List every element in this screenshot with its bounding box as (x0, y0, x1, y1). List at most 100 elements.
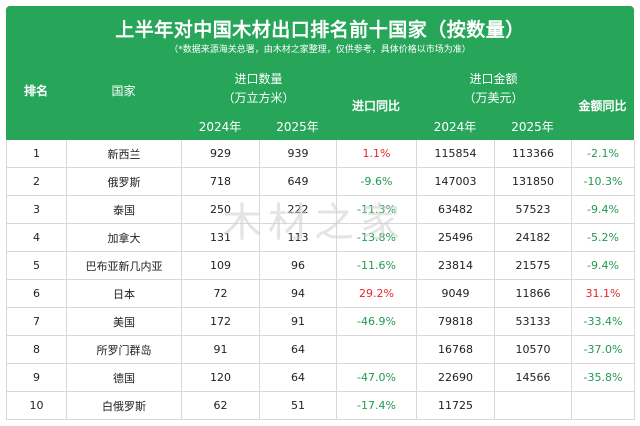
volume-2025-cell: 649 (259, 167, 337, 196)
volume-yoy-cell: -46.9% (336, 307, 417, 336)
export-ranking-table: 1 新西兰 929 939 1.1% 115854 113366 -2.1% 2 俄罗斯 718 64… (6, 140, 635, 420)
amount-yoy-cell: -33.4% (571, 307, 635, 336)
table-row: 3 泰国 250 222 -11.3% 63482 57523 -9.4% (6, 195, 635, 224)
amount-yoy-cell: -9.4% (571, 251, 635, 280)
volume-2025-cell: 51 (259, 391, 337, 420)
volume-yoy-cell: -11.3% (336, 195, 417, 224)
country-cell: 所罗门群岛 (66, 335, 182, 364)
volume-2025-cell: 113 (259, 223, 337, 252)
volume-2024-header: 2024年 (198, 120, 242, 134)
volume-2025-header: 2025年 (276, 120, 319, 134)
volume-2025-cell: 64 (259, 363, 337, 392)
amount-2025-cell: 21575 (494, 251, 572, 280)
rank-cell: 7 (6, 307, 67, 336)
rank-cell: 1 (6, 140, 67, 168)
amount-2024-cell: 147003 (416, 167, 495, 196)
volume-2025-cell: 91 (259, 307, 337, 336)
volume-2025-cell: 94 (259, 279, 337, 308)
volume-yoy-cell (336, 335, 417, 364)
amount-2024-header: 2024年 (433, 120, 477, 134)
amount-2024-cell: 22690 (416, 363, 495, 392)
country-cell: 巴布亚新几内亚 (66, 251, 182, 280)
amount-2024-cell: 23814 (416, 251, 495, 280)
table-row: 10 白俄罗斯 62 51 -17.4% 11725 (6, 391, 635, 420)
amount-yoy-cell: -2.1% (571, 140, 635, 168)
volume-header: 进口数量 (234, 72, 283, 86)
volume-2025-cell: 939 (259, 140, 337, 168)
volume-yoy-cell: -9.6% (336, 167, 417, 196)
country-cell: 美国 (66, 307, 182, 336)
country-cell: 白俄罗斯 (66, 391, 182, 420)
amount-yoy-header: 金额同比 (578, 99, 627, 113)
amount-2024-cell: 25496 (416, 223, 495, 252)
volume-2024-cell: 109 (181, 251, 260, 280)
amount-2025-cell: 24182 (494, 223, 572, 252)
amount-2025-cell: 14566 (494, 363, 572, 392)
rank-cell: 3 (6, 195, 67, 224)
table-row: 7 美国 172 91 -46.9% 79818 53133 -33.4% (6, 307, 635, 336)
country-header: 国家 (111, 84, 136, 98)
amount-yoy-cell: -10.3% (571, 167, 635, 196)
volume-2024-cell: 250 (181, 195, 260, 224)
country-cell: 俄罗斯 (66, 167, 182, 196)
volume-2024-cell: 72 (181, 279, 260, 308)
country-cell: 日本 (66, 279, 182, 308)
data-source-note: （*数据来源海关总署，由木材之家整理，仅供参考，具体价格以市场为准） (169, 45, 471, 55)
amount-yoy-cell: -5.2% (571, 223, 635, 252)
volume-2024-cell: 120 (181, 363, 260, 392)
amount-yoy-cell: -37.0% (571, 335, 635, 364)
rank-cell: 9 (6, 363, 67, 392)
amount-2024-cell: 11725 (416, 391, 495, 420)
rank-cell: 2 (6, 167, 67, 196)
volume-2024-cell: 172 (181, 307, 260, 336)
volume-2024-cell: 91 (181, 335, 260, 364)
country-cell: 德国 (66, 363, 182, 392)
volume-yoy-cell: -13.8% (336, 223, 417, 252)
amount-2024-cell: 79818 (416, 307, 495, 336)
amount-2025-cell: 11866 (494, 279, 572, 308)
amount-yoy-cell: -9.4% (571, 195, 635, 224)
amount-2025-cell: 53133 (494, 307, 572, 336)
volume-2024-cell: 718 (181, 167, 260, 196)
table-row: 9 德国 120 64 -47.0% 22690 14566 -35.8% (6, 363, 635, 392)
rank-cell: 5 (6, 251, 67, 280)
table-header-band: 上半年对中国木材出口排名前十国家（按数量） （*数据来源海关总署，由木材之家整理… (6, 6, 634, 140)
amount-yoy-cell: 31.1% (571, 279, 635, 308)
amount-yoy-cell: -35.8% (571, 363, 635, 392)
table-row: 4 加拿大 131 113 -13.8% 25496 24182 -5.2% (6, 223, 635, 252)
volume-2025-cell: 222 (259, 195, 337, 224)
amount-2025-cell: 10570 (494, 335, 572, 364)
amount-unit-header: （万美元） (463, 91, 524, 105)
rank-cell: 6 (6, 279, 67, 308)
country-cell: 加拿大 (66, 223, 182, 252)
amount-header: 进口金额 (469, 72, 518, 86)
country-cell: 新西兰 (66, 140, 182, 168)
amount-2025-header: 2025年 (511, 120, 554, 134)
page-title: 上半年对中国木材出口排名前十国家（按数量） (115, 19, 525, 41)
volume-2024-cell: 131 (181, 223, 260, 252)
rank-cell: 4 (6, 223, 67, 252)
volume-yoy-header: 进口同比 (351, 99, 400, 113)
rank-cell: 10 (6, 391, 67, 420)
volume-yoy-cell: -47.0% (336, 363, 417, 392)
volume-2024-cell: 62 (181, 391, 260, 420)
volume-yoy-cell: -17.4% (336, 391, 417, 420)
rank-cell: 8 (6, 335, 67, 364)
amount-2025-cell (494, 391, 572, 420)
volume-2025-cell: 64 (259, 335, 337, 364)
amount-2024-cell: 115854 (416, 140, 495, 168)
amount-2024-cell: 9049 (416, 279, 495, 308)
volume-unit-header: （万立方米） (222, 91, 295, 105)
amount-2025-cell: 57523 (494, 195, 572, 224)
rank-header: 排名 (23, 84, 48, 98)
amount-2024-cell: 63482 (416, 195, 495, 224)
table-row: 2 俄罗斯 718 649 -9.6% 147003 131850 -10.3% (6, 167, 635, 196)
amount-yoy-cell (571, 391, 635, 420)
table-row: 8 所罗门群岛 91 64 16768 10570 -37.0% (6, 335, 635, 364)
table-row: 5 巴布亚新几内亚 109 96 -11.6% 23814 21575 -9.4% (6, 251, 635, 280)
table-row: 1 新西兰 929 939 1.1% 115854 113366 -2.1% (6, 140, 635, 168)
amount-2025-cell: 131850 (494, 167, 572, 196)
volume-yoy-cell: 29.2% (336, 279, 417, 308)
volume-yoy-cell: 1.1% (336, 140, 417, 168)
